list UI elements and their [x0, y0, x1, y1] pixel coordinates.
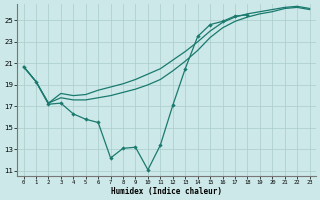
X-axis label: Humidex (Indice chaleur): Humidex (Indice chaleur) [111, 187, 222, 196]
